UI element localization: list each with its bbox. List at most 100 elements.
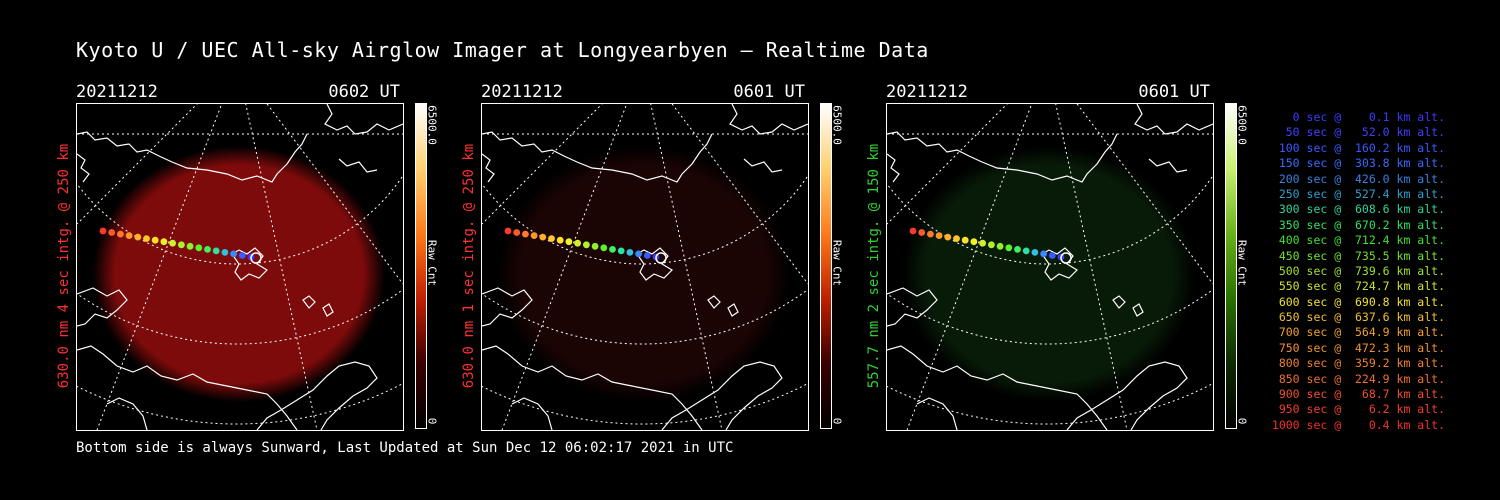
legend-row: 0 sec @ 0.1 km alt. (1271, 110, 1445, 124)
coastlines (887, 104, 1213, 430)
track-point (918, 229, 926, 236)
track-point (996, 242, 1004, 250)
track-point (1022, 247, 1030, 255)
station-marker (250, 252, 262, 264)
track-point (935, 232, 943, 240)
legend-row: 50 sec @ 52.0 km alt. (1271, 125, 1445, 140)
track-point (522, 230, 529, 238)
panel-1-colorbar-labels: 6500.0 Raw Cnt 0 (422, 103, 442, 429)
allsky-canvas (77, 104, 403, 430)
panel-2-ylabel: 630.0 nm 1 sec intg. @ 250 km (457, 103, 481, 429)
track-point (117, 230, 124, 238)
panel-1-ylabel: 630.0 nm 4 sec intg. @ 250 km (52, 103, 76, 429)
station-marker (1060, 252, 1072, 264)
coastlines (482, 104, 808, 430)
panel-1-cbar-max: 6500.0 (425, 105, 439, 145)
panel-2-cbar-unit: Raw Cnt (830, 239, 844, 287)
track-point (134, 233, 142, 241)
panel-1-cbar-unit: Raw Cnt (425, 239, 439, 287)
track-point (591, 242, 599, 250)
track-point (125, 232, 133, 240)
track-point (1014, 246, 1021, 253)
panel-1-cbar-min: 0 (425, 417, 439, 425)
track-point (574, 239, 581, 247)
panel-3-cbar-min: 0 (1235, 417, 1249, 425)
panel-1-ylabel-text: 630.0 nm 4 sec intg. @ 250 km (56, 143, 72, 389)
track-point (1048, 252, 1056, 259)
track-point (221, 249, 229, 256)
track-point (609, 246, 616, 253)
panel-2-colorbar-labels: 6500.0 Raw Cnt 0 (827, 103, 847, 429)
legend-row: 650 sec @ 637.6 km alt. (1271, 310, 1445, 325)
panel-3-ylabel-text: 557.7 nm 2 sec intg. @ 150 km (866, 143, 882, 389)
track-point (212, 247, 220, 255)
footer-status: Bottom side is always Sunward, Last Upda… (76, 440, 734, 456)
legend-row: 800 sec @ 359.2 km alt. (1271, 356, 1445, 371)
panel-3-cbar-unit: Raw Cnt (1235, 239, 1249, 287)
legend-row: 150 sec @ 303.8 km alt. (1271, 156, 1445, 171)
track-point (626, 249, 634, 256)
track-point (635, 250, 642, 258)
panel-2-image (481, 103, 809, 431)
track-point (108, 229, 116, 236)
panel-3-image (886, 103, 1214, 431)
track-point (504, 227, 512, 235)
legend-row: 600 sec @ 690.8 km alt. (1271, 294, 1445, 309)
legend-row: 550 sec @ 724.7 km alt. (1271, 279, 1445, 294)
legend-row: 250 sec @ 527.4 km alt. (1271, 186, 1445, 201)
track-point (970, 238, 978, 246)
track-point (1031, 249, 1039, 256)
track-point (230, 250, 238, 258)
track-point (979, 239, 986, 247)
track-point (99, 227, 107, 235)
track-point (169, 239, 176, 247)
track-point (953, 235, 960, 243)
panel-1-date: 20211212 (76, 82, 158, 102)
track-point (1040, 250, 1047, 258)
track-point (961, 236, 969, 244)
track-point (643, 252, 651, 259)
panel-1-time: 0602 UT (328, 82, 400, 102)
legend-row: 100 sec @ 160.2 km alt. (1271, 140, 1445, 155)
airglow-disk (93, 146, 385, 402)
track-point (600, 244, 608, 252)
panel-3-ylabel: 557.7 nm 2 sec intg. @ 150 km (862, 103, 886, 429)
track-point (513, 229, 521, 236)
panel-2-colorbar (820, 103, 832, 429)
station-marker (655, 252, 667, 264)
allsky-canvas (887, 104, 1213, 430)
track-point (143, 235, 150, 243)
legend-row: 300 sec @ 608.6 km alt. (1271, 202, 1445, 217)
track-point (556, 236, 564, 244)
lat-lon-grid (482, 104, 808, 430)
legend-row: 950 sec @ 6.2 km alt. (1271, 402, 1445, 417)
legend-row: 350 sec @ 670.2 km alt. (1271, 217, 1445, 232)
legend-row: 1000 sec @ 0.4 km alt. (1271, 417, 1445, 432)
panel-1-image (76, 103, 404, 431)
legend-row: 500 sec @ 739.6 km alt. (1271, 263, 1445, 278)
panel-3-time: 0601 UT (1138, 82, 1210, 102)
airglow-disk (498, 146, 790, 402)
trajectory-track (504, 227, 660, 261)
track-point (927, 230, 934, 238)
track-point (160, 238, 168, 246)
track-point (178, 241, 185, 249)
track-point (539, 233, 547, 241)
track-point (186, 242, 194, 250)
legend-row: 450 sec @ 735.5 km alt. (1271, 248, 1445, 263)
lat-lon-grid (77, 104, 403, 430)
panel-2-date: 20211212 (481, 82, 563, 102)
legend-row: 850 sec @ 224.9 km alt. (1271, 371, 1445, 386)
track-point (909, 227, 917, 235)
legend-row: 400 sec @ 712.4 km alt. (1271, 233, 1445, 248)
track-point (238, 252, 246, 259)
legend-row: 700 sec @ 564.9 km alt. (1271, 325, 1445, 340)
track-point (988, 241, 995, 249)
track-point (617, 247, 625, 255)
legend-row: 900 sec @ 68.7 km alt. (1271, 387, 1445, 402)
legend-row: 750 sec @ 472.3 km alt. (1271, 340, 1445, 355)
track-point (195, 244, 203, 252)
track-point (151, 236, 159, 244)
track-point (530, 232, 538, 240)
lat-lon-grid (887, 104, 1213, 430)
